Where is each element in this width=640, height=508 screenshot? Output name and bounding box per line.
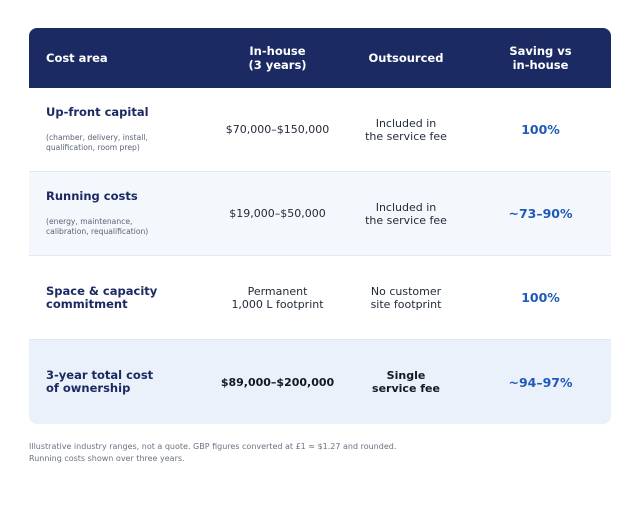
header-saving-line2: in-house <box>512 58 569 72</box>
table-row-total: 3-year total cost of ownership $89,000–$… <box>29 340 611 424</box>
saving-value: ~73–90% <box>508 206 573 221</box>
footnote: Illustrative industry ranges, not a quot… <box>29 441 589 465</box>
cost-area-title-line2: of ownership <box>46 381 131 395</box>
table-row: Up-front capital (chamber, delivery, ins… <box>29 88 611 172</box>
outsourced-line1: Included in <box>375 116 437 130</box>
table-header: Cost area In-house (3 years) Outsourced … <box>29 28 611 88</box>
inhouse-value: $19,000–$50,000 <box>229 207 326 220</box>
outsourced-value: Single service fee <box>342 369 470 395</box>
inhouse-line1: Permanent <box>247 284 308 298</box>
cost-area-title-line1: Space & capacity <box>46 283 158 298</box>
inhouse-value: $89,000–$200,000 <box>220 375 335 389</box>
inhouse-value: Permanent 1,000 L footprint <box>213 285 342 311</box>
outsourced-line1: Single <box>386 369 426 382</box>
inhouse-value: $70,000–$150,000 <box>225 123 330 136</box>
cost-area-title-line2: commitment <box>46 296 128 311</box>
table-row: Running costs (energy, maintenance, cali… <box>29 172 611 256</box>
cost-area-note: (chamber, delivery, install, qualificati… <box>46 133 213 153</box>
outsourced-line2: service fee <box>372 382 440 395</box>
cost-comparison-table: Cost area In-house (3 years) Outsourced … <box>29 28 611 424</box>
cost-area-note-line2: calibration, requalification) <box>46 227 149 236</box>
cost-area-note-line1: (energy, maintenance, <box>46 217 133 226</box>
header-saving: Saving vs in-house <box>470 44 611 72</box>
saving-value: 100% <box>521 290 560 305</box>
cost-area-title: Up-front capital <box>46 105 149 119</box>
outsourced-line2: the service fee <box>365 213 447 227</box>
cost-area-note: (energy, maintenance, calibration, requa… <box>46 217 213 237</box>
cost-area-title-line1: 3-year total cost <box>46 368 154 382</box>
saving-value: 100% <box>521 122 560 137</box>
outsourced-value: Included in the service fee <box>342 201 470 227</box>
header-inhouse: In-house (3 years) <box>213 44 342 72</box>
outsourced-line2: the service fee <box>365 129 447 143</box>
cost-area-cell: Space & capacity commitment <box>29 283 213 311</box>
outsourced-line1: Included in <box>375 200 437 214</box>
outsourced-line1: No customer <box>370 284 442 298</box>
header-cost-area: Cost area <box>46 51 108 65</box>
outsourced-value: No customer site footprint <box>342 285 470 311</box>
header-inhouse-line1: In-house <box>249 44 306 58</box>
cost-area-title: Space & capacity commitment <box>46 283 213 311</box>
footnote-line2: Running costs shown over three years. <box>29 454 185 463</box>
cost-area-cell: Running costs (energy, maintenance, cali… <box>29 190 213 237</box>
footnote-line1: Illustrative industry ranges, not a quot… <box>29 442 397 451</box>
cost-area-cell: 3-year total cost of ownership <box>29 369 213 395</box>
inhouse-line2: 1,000 L footprint <box>231 297 324 311</box>
table-row: Space & capacity commitment Permanent 1,… <box>29 256 611 340</box>
header-inhouse-line2: (3 years) <box>248 58 307 72</box>
saving-value: ~94–97% <box>508 374 573 390</box>
header-saving-line1: Saving vs <box>509 44 572 58</box>
cost-area-note-line1: (chamber, delivery, install, <box>46 133 148 142</box>
cost-area-title: Running costs <box>46 189 138 203</box>
cost-area-title: 3-year total cost of ownership <box>46 369 213 395</box>
header-outsourced: Outsourced <box>368 51 444 65</box>
outsourced-line2: site footprint <box>370 297 442 311</box>
cost-area-cell: Up-front capital (chamber, delivery, ins… <box>29 106 213 153</box>
cost-area-note-line2: qualification, room prep) <box>46 143 140 152</box>
outsourced-value: Included in the service fee <box>342 117 470 143</box>
